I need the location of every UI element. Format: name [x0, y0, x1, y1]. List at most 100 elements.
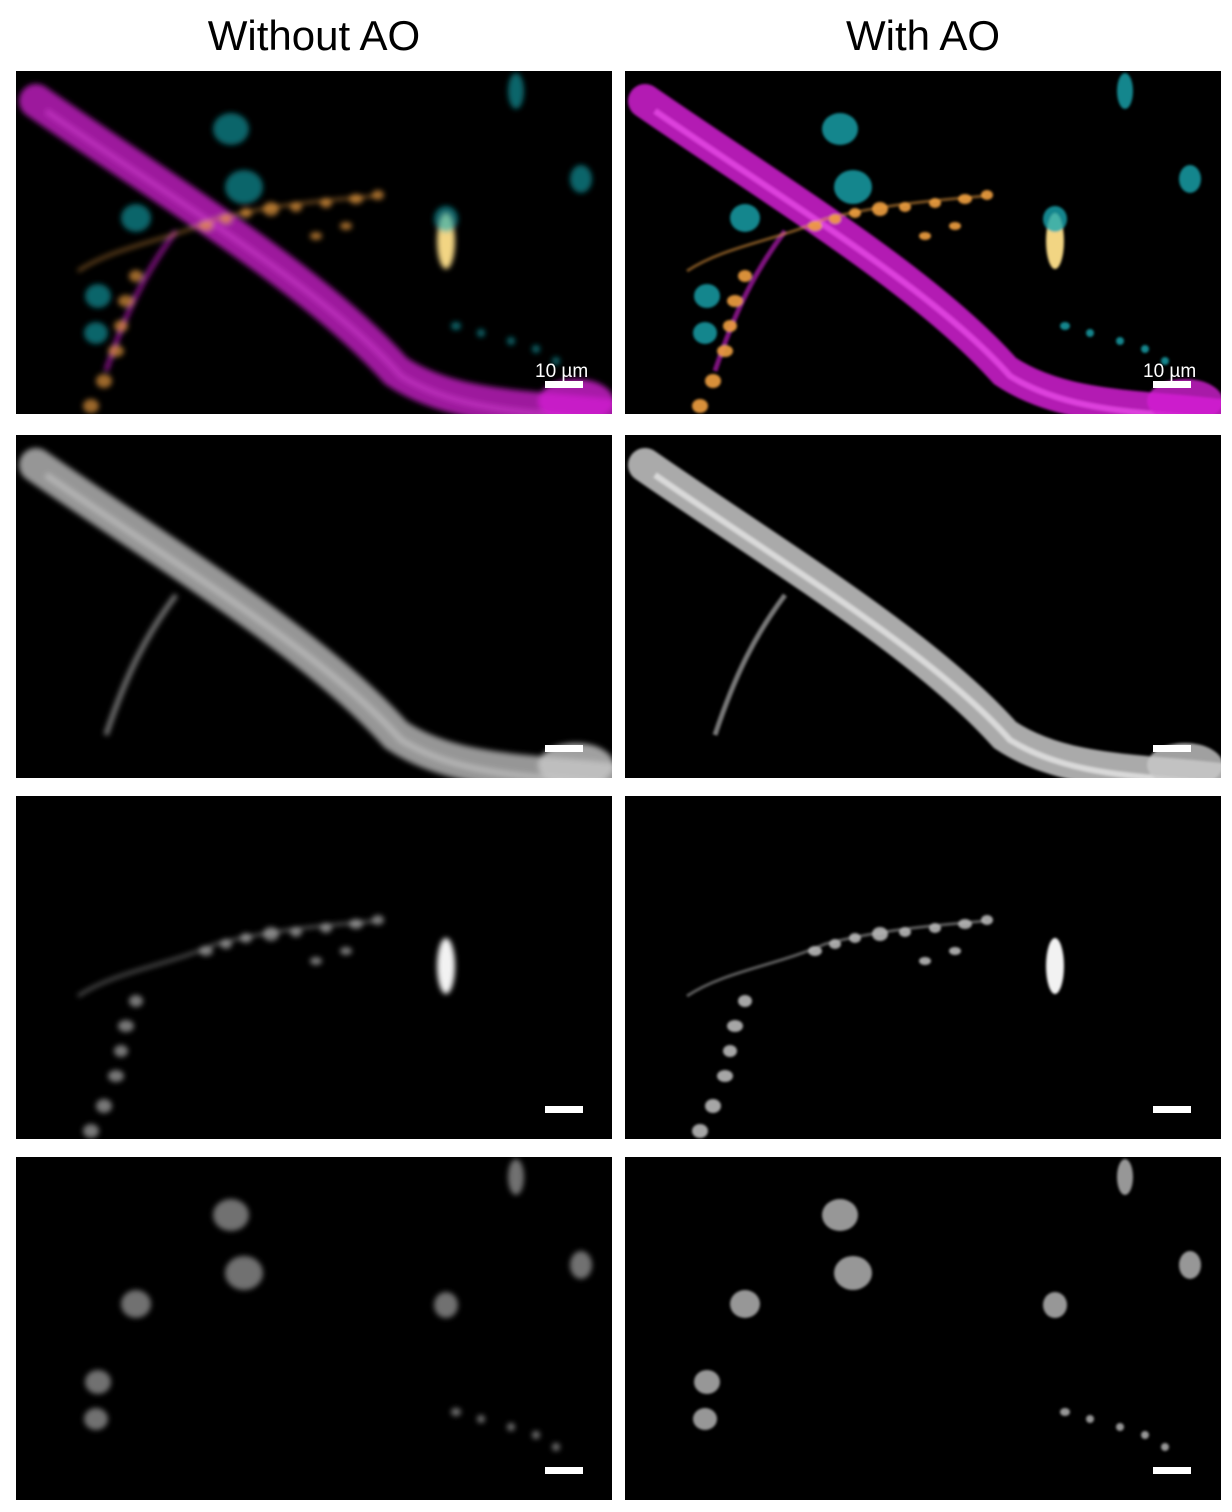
axon-bouton — [929, 198, 941, 208]
micrograph — [628, 448, 1221, 778]
axon-bouton — [738, 270, 752, 282]
micrograph — [628, 73, 1221, 414]
blood-vessel — [19, 448, 612, 778]
axon-bouton — [372, 190, 384, 200]
scale-bar — [545, 745, 583, 752]
fluorescence-layer — [19, 448, 612, 778]
axon-bouton — [240, 933, 252, 943]
cell-nucleus — [477, 329, 485, 337]
image-panel-with-axon — [625, 796, 1221, 1139]
axon-bouton — [872, 927, 888, 941]
cell-nucleus — [694, 284, 720, 308]
cell-nucleus — [84, 1408, 108, 1430]
axon-bouton — [738, 995, 752, 1007]
axon-bouton — [340, 222, 352, 230]
axon-bouton — [118, 1020, 134, 1032]
cell-nucleus — [1043, 206, 1067, 232]
axon-bouton — [83, 399, 99, 413]
cell-nucleus — [508, 1159, 524, 1195]
column-title-with-ao: With AO — [845, 12, 1001, 59]
image-panel-without-nuclei — [16, 1157, 612, 1500]
cell-nucleus — [225, 1256, 263, 1290]
column-title-without-ao: Without AO — [207, 12, 421, 59]
cell-nucleus — [85, 284, 111, 308]
cell-nucleus — [552, 357, 560, 365]
cell-nucleus — [822, 1199, 858, 1231]
vessel-highlight — [653, 472, 1188, 778]
axon-bouton — [717, 345, 733, 357]
axon-bouton — [310, 957, 322, 965]
axon-bouton — [829, 214, 841, 224]
axon-bouton — [849, 208, 861, 218]
cell-nucleus — [552, 1443, 560, 1451]
axon-bouton — [692, 399, 708, 413]
cell-nucleus — [532, 1431, 540, 1439]
vessel-highlight — [44, 472, 579, 778]
axon-bouton — [919, 232, 931, 240]
axon-bouton — [220, 939, 232, 949]
cell-nucleus — [1117, 73, 1133, 109]
axon-bouton — [96, 374, 112, 388]
axon-bouton — [849, 933, 861, 943]
cell-nucleus — [694, 1370, 720, 1394]
cell-nucleus — [834, 1256, 872, 1290]
axon-bouton — [118, 295, 134, 307]
cell-nucleus — [1086, 329, 1094, 337]
axon-bouton — [199, 946, 213, 956]
cell-nucleus — [1179, 165, 1201, 193]
axon-bouton — [290, 927, 302, 937]
image-panel-without-vessel — [16, 435, 612, 778]
cell-nucleus — [434, 206, 458, 232]
cell-nucleus — [1116, 337, 1124, 345]
axon-bouton — [372, 915, 384, 925]
fluorescence-layer — [77, 915, 455, 1138]
image-panel-with-nuclei — [625, 1157, 1221, 1500]
cell-nucleus — [1141, 1431, 1149, 1439]
axon-bouton — [349, 194, 363, 204]
scale-bar — [1153, 381, 1191, 388]
axon-bouton — [705, 1099, 721, 1113]
scale-bar-label: 10 µm — [1143, 361, 1197, 382]
axon-bouton — [114, 320, 128, 332]
image-panel-without-merge: 10 µm — [16, 71, 612, 414]
cell-nucleus — [730, 1290, 760, 1318]
axon-fiber — [77, 919, 377, 998]
axon-bouton — [129, 995, 143, 1007]
cell-nucleus — [1179, 1251, 1201, 1279]
micrograph — [19, 73, 612, 414]
image-panel-without-axon — [16, 796, 612, 1139]
vessel-highlight — [653, 108, 1188, 414]
cell-nucleus — [834, 170, 872, 204]
fluorescence-layer — [693, 1159, 1201, 1451]
axon-bouton — [949, 222, 961, 230]
cell-nucleus — [1060, 1408, 1070, 1416]
cell-nucleus — [508, 73, 524, 109]
blood-vessel — [628, 448, 1221, 778]
cell-nucleus — [1043, 1292, 1067, 1318]
fluorescence-layer — [19, 73, 612, 414]
image-panel-with-merge: 10 µm — [625, 71, 1221, 414]
cell-nucleus — [507, 337, 515, 345]
axon-bouton — [240, 208, 252, 218]
axon-bouton — [290, 202, 302, 212]
axon-bouton — [727, 295, 743, 307]
cell-nucleus — [532, 345, 540, 353]
cell-nucleus — [225, 170, 263, 204]
scale-bar — [545, 381, 583, 388]
bright-cell — [1046, 938, 1064, 994]
axon-bouton — [705, 374, 721, 388]
axon-bouton — [808, 221, 822, 231]
axon-bouton — [220, 214, 232, 224]
scale-bar — [1153, 745, 1191, 752]
bright-cell — [437, 938, 455, 994]
cell-nucleus — [1161, 1443, 1169, 1451]
micrograph — [686, 915, 1064, 1138]
axon-bouton — [808, 946, 822, 956]
scale-bar-label: 10 µm — [535, 361, 589, 382]
vessel-branch — [103, 593, 179, 736]
axon-bouton — [899, 927, 911, 937]
cell-nucleus — [85, 1370, 111, 1394]
axon-bouton — [872, 202, 888, 216]
cell-nucleus — [1116, 1423, 1124, 1431]
axon-bouton — [340, 947, 352, 955]
